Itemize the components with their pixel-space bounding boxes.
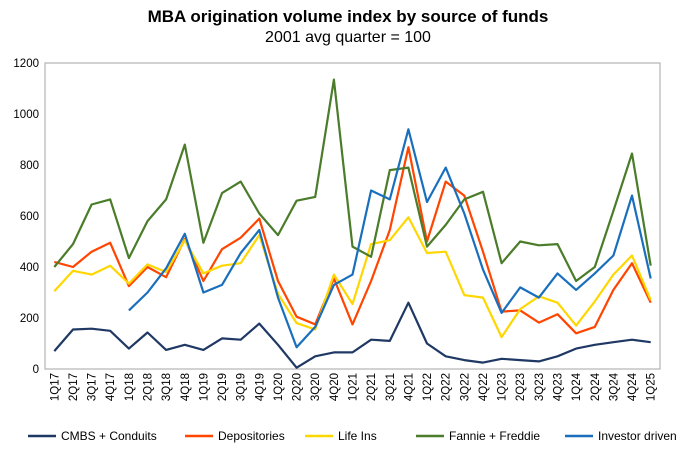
- y-tick-label: 800: [20, 160, 39, 172]
- x-tick-label: 1Q21: [348, 373, 360, 401]
- x-tick-label: 3Q23: [534, 373, 546, 401]
- x-tick-label: 3Q18: [161, 373, 173, 401]
- legend-label: CMBS + Conduits: [61, 429, 157, 443]
- x-tick-label: 4Q17: [105, 373, 117, 401]
- plot-area-frame: [44, 62, 661, 370]
- x-tick-label: 1Q20: [273, 373, 285, 401]
- series-line: [53, 216, 652, 339]
- x-tick-label: 3Q17: [87, 373, 99, 401]
- x-tick-label: 2Q23: [515, 373, 527, 401]
- x-tick-label: 1Q24: [571, 372, 583, 401]
- x-tick-label: 4Q18: [180, 373, 192, 401]
- legend-label: Investor driven: [598, 429, 677, 443]
- x-tick-label: 4Q23: [553, 373, 565, 401]
- x-tick-label: 4Q21: [403, 373, 415, 401]
- x-tick-label: 3Q24: [608, 372, 620, 401]
- x-tick-label: 4Q19: [254, 373, 266, 401]
- x-tick-label: 2Q22: [441, 373, 453, 401]
- legend-label: Depositories: [218, 429, 285, 443]
- series-line: [53, 78, 652, 283]
- x-tick-label: 1Q17: [49, 373, 61, 401]
- x-tick-label: 3Q19: [236, 373, 248, 401]
- x-tick-label: 3Q20: [310, 373, 322, 401]
- x-tick-label: 1Q23: [497, 373, 509, 401]
- y-tick-label: 1000: [13, 109, 39, 121]
- x-tick-label: 1Q19: [198, 373, 210, 401]
- y-tick-label: 0: [33, 364, 39, 376]
- x-tick-label: 3Q21: [385, 373, 397, 401]
- chart-title: MBA origination volume index by source o…: [147, 7, 549, 26]
- y-tick-label: 1200: [13, 58, 39, 70]
- x-tick-label: 2Q24: [590, 372, 602, 401]
- chart-subtitle: 2001 avg quarter = 100: [265, 29, 431, 46]
- x-tick-label: 2Q21: [366, 373, 378, 401]
- x-tick-label: 3Q22: [459, 373, 471, 401]
- x-tick-label: 4Q22: [478, 373, 490, 401]
- x-tick-label: 1Q25: [646, 373, 658, 401]
- y-tick-label: 400: [20, 262, 39, 274]
- x-tick-label: 1Q22: [422, 373, 434, 401]
- x-tick-label: 2Q20: [292, 373, 304, 401]
- series-line: [53, 301, 651, 369]
- x-tick-label: 2Q17: [68, 373, 80, 401]
- x-tick-label: 2Q19: [217, 373, 229, 401]
- series-line: [54, 146, 652, 335]
- x-tick-label: 1Q18: [124, 373, 136, 401]
- legend-label: Life Ins: [338, 429, 377, 443]
- x-tick-label: 4Q24: [627, 372, 639, 401]
- y-tick-label: 200: [20, 313, 39, 325]
- series-line: [128, 128, 652, 349]
- x-tick-label: 2Q18: [143, 373, 155, 401]
- x-tick-label: 4Q20: [329, 373, 341, 401]
- legend-label: Fannie + Freddie: [449, 429, 540, 443]
- y-tick-label: 600: [20, 211, 39, 223]
